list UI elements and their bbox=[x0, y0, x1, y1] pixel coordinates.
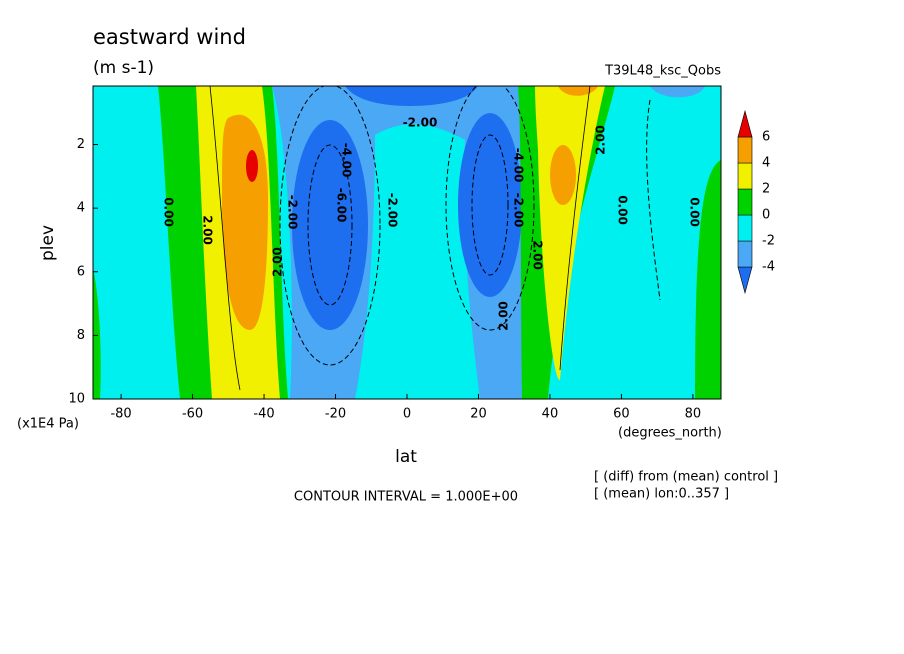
region bbox=[550, 145, 576, 205]
colorbar-label: -4 bbox=[762, 260, 775, 275]
units: (m s-1) bbox=[93, 58, 154, 78]
region bbox=[355, 124, 480, 399]
colorbar-segment bbox=[737, 162, 753, 190]
contour-line bbox=[279, 86, 381, 366]
colorbar-segment bbox=[737, 136, 753, 164]
colorbar-label: 0 bbox=[762, 208, 770, 223]
y-axis-label: plev bbox=[38, 225, 58, 261]
colorbar-label: -2 bbox=[762, 234, 775, 249]
region bbox=[345, 86, 478, 106]
region bbox=[695, 160, 721, 399]
contour-line bbox=[209, 86, 241, 391]
contour-label: -2.00 bbox=[386, 193, 400, 228]
contour-label: 0.00 bbox=[162, 197, 176, 227]
y-tick-label: 10 bbox=[68, 392, 85, 407]
colorbar-label: 2 bbox=[762, 182, 770, 197]
region bbox=[650, 86, 705, 98]
region bbox=[458, 113, 522, 297]
region bbox=[558, 86, 598, 96]
x-tick-label: -60 bbox=[182, 407, 203, 422]
x-tick-label: -80 bbox=[110, 407, 131, 422]
contour-label: -4.00 bbox=[340, 143, 354, 178]
contour-line bbox=[646, 99, 661, 301]
footnote: CONTOUR INTERVAL = 1.000E+00 bbox=[294, 490, 518, 505]
x-axis-unit: (degrees_north) bbox=[618, 426, 722, 441]
contour-line bbox=[471, 134, 509, 276]
chart-title: eastward wind bbox=[93, 25, 246, 49]
contour-line bbox=[307, 144, 353, 306]
contour-label: 0.00 bbox=[616, 195, 630, 225]
contour-label: -2.00 bbox=[403, 116, 438, 130]
contour-label: 2.00 bbox=[271, 247, 285, 277]
y-tick-label: 2 bbox=[77, 137, 85, 152]
colorbar-segment bbox=[737, 214, 753, 242]
x-tick-label: -40 bbox=[253, 407, 274, 422]
x-tick-label: 20 bbox=[470, 407, 487, 422]
y-tick-label: 6 bbox=[77, 264, 85, 279]
note: [ (diff) from (mean) control ] bbox=[594, 470, 778, 485]
contour-label: 2.00 bbox=[531, 240, 545, 270]
colorbar-segment bbox=[737, 109, 753, 138]
region bbox=[93, 268, 101, 399]
colorbar-segment bbox=[737, 240, 753, 268]
x-axis-label: lat bbox=[395, 447, 417, 467]
contour-line bbox=[445, 86, 535, 331]
colorbar-segment bbox=[737, 188, 753, 216]
subtitle: T39L48_ksc_Qobs bbox=[604, 64, 721, 79]
contour-label: 2.00 bbox=[497, 301, 511, 331]
region bbox=[292, 120, 368, 330]
region bbox=[246, 150, 258, 182]
x-tick-label: 40 bbox=[542, 407, 559, 422]
x-tick-label: 80 bbox=[685, 407, 702, 422]
contour-label: 2.00 bbox=[201, 215, 215, 245]
contour-field bbox=[93, 86, 721, 399]
x-tick-label: -20 bbox=[325, 407, 346, 422]
contour-line bbox=[559, 86, 591, 371]
y-tick-label: 4 bbox=[77, 201, 85, 216]
colorbar-segment bbox=[737, 266, 753, 295]
colorbar-label: 4 bbox=[762, 156, 770, 171]
contour-label: 0.00 bbox=[688, 197, 702, 227]
colorbar-label: 6 bbox=[762, 130, 770, 145]
note: [ (mean) lon:0..357 ] bbox=[594, 487, 729, 502]
y-axis-unit: (x1E4 Pa) bbox=[17, 417, 79, 432]
contour-label: -2.00 bbox=[512, 193, 526, 228]
contour-label: -2.00 bbox=[286, 195, 300, 230]
contour-label: -4.00 bbox=[512, 148, 526, 183]
y-tick-label: 8 bbox=[77, 328, 85, 343]
x-tick-label: 60 bbox=[613, 407, 630, 422]
contour-label: -6.00 bbox=[335, 188, 349, 223]
contour-label: 2.00 bbox=[594, 125, 608, 155]
x-tick-label: 0 bbox=[403, 407, 411, 422]
